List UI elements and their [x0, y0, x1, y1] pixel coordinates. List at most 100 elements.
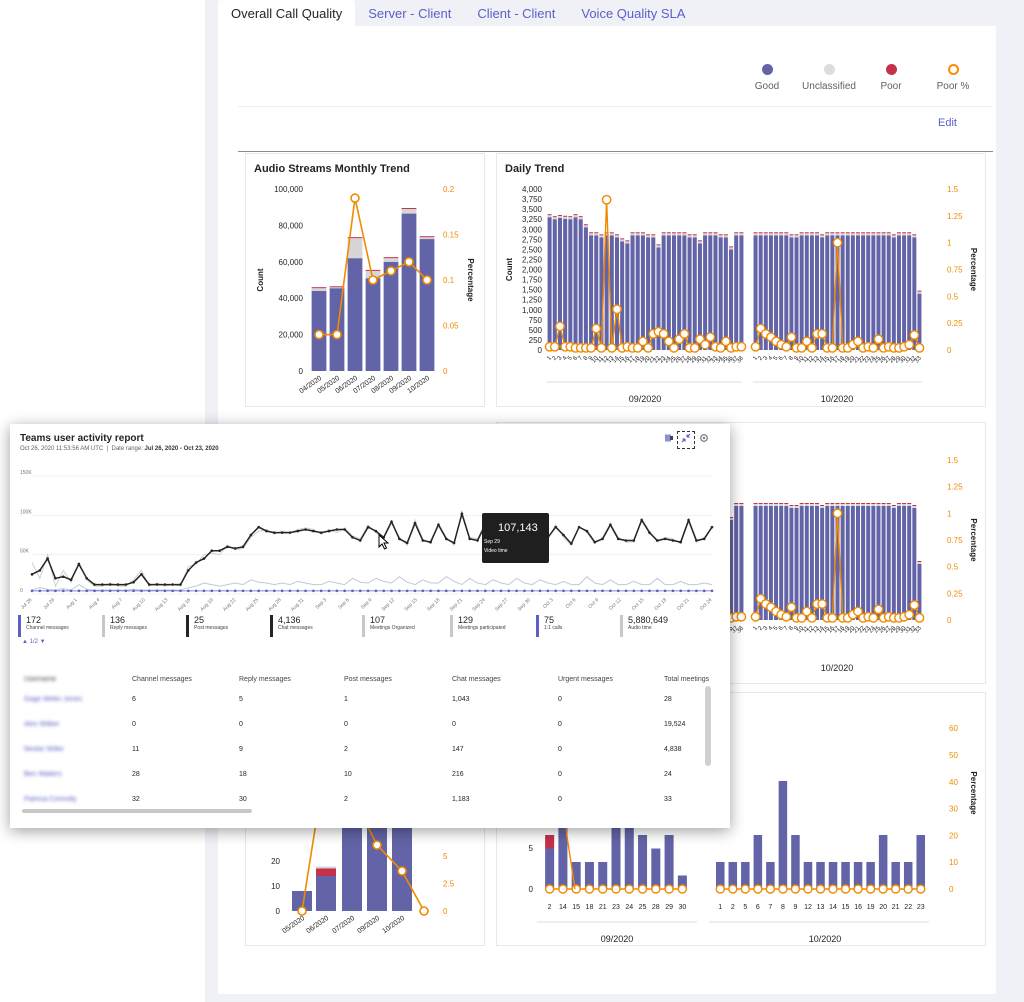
table-row[interactable]: Ben Walters 28 18 10 216 0 24: [24, 771, 714, 783]
metric-1-1-calls[interactable]: 75 1:1 calls: [536, 615, 614, 637]
bar-good: [734, 235, 739, 350]
x-tick-label: 16: [622, 355, 631, 364]
metric-label: Reply messages: [110, 625, 147, 631]
x-tick-label: 27: [883, 625, 892, 634]
bar-good: [891, 862, 900, 889]
table-cell: 11: [132, 746, 140, 753]
poor-pct-point: [914, 342, 925, 353]
table-row[interactable]: Patricia Connolly 32 30 2 1,183 0 33: [24, 796, 714, 808]
user-name-cell[interactable]: Alex Wilber: [24, 721, 60, 728]
tab-server-client[interactable]: Server - Client: [368, 6, 452, 21]
table-row[interactable]: Nestor Wilke 11 9 2 147 0 4,838: [24, 746, 714, 758]
user-name-cell[interactable]: Nestor Wilke: [24, 746, 64, 753]
metric-audio-time[interactable]: 5,880,649 Audio time: [620, 615, 710, 637]
collapse-icon[interactable]: [677, 431, 695, 449]
poor-pct-point: [643, 342, 653, 353]
bar-good: [902, 506, 907, 620]
legend-good[interactable]: Good: [736, 64, 798, 92]
bar-unclassified: [713, 233, 718, 236]
table-cell: 0: [452, 721, 456, 728]
x-tick-label: 9: [588, 355, 595, 362]
legend-pager[interactable]: ▲ 1/2 ▼: [22, 639, 46, 645]
metric-channel-messages[interactable]: 172 Channel messages: [18, 615, 96, 637]
x-tick-label: 09/2020: [356, 915, 381, 935]
metric-chat-messages[interactable]: 4,136 Chat messages: [270, 615, 356, 637]
settings-icon[interactable]: [697, 433, 711, 447]
metric-post-messages[interactable]: 25 Post messages: [186, 615, 264, 637]
legend-unclassified[interactable]: Unclassified: [798, 64, 860, 92]
bar-poor: [635, 232, 640, 234]
tab-overall-call-quality[interactable]: Overall Call Quality: [218, 0, 356, 26]
x-tick-label: Oct 21: [676, 597, 691, 612]
x-tick-label: 2: [552, 355, 559, 362]
bar-unclassified: [876, 504, 881, 506]
metric-reply-messages[interactable]: 136 Reply messages: [102, 615, 180, 637]
bar-unclassified: [311, 288, 327, 291]
x-tick-label: 1: [752, 625, 759, 632]
bar-poor: [758, 503, 763, 504]
bar-good: [871, 235, 876, 350]
legend-poor[interactable]: Poor: [860, 64, 922, 92]
y-tick-label: 1,000: [522, 306, 543, 315]
tab-client-client[interactable]: Client - Client: [477, 6, 556, 21]
bar-good: [753, 235, 758, 350]
column-header[interactable]: Reply messages: [239, 676, 291, 683]
bar-unclassified: [779, 233, 784, 236]
bar-poor: [886, 232, 891, 234]
user-name-cell[interactable]: Gage Mellin Jones: [24, 696, 82, 703]
edit-link[interactable]: Edit: [938, 117, 957, 129]
bar-unclassified: [609, 233, 614, 236]
bar-poor: [656, 244, 661, 246]
user-name-cell[interactable]: Ben Walters: [24, 771, 62, 778]
column-header[interactable]: Urgent messages: [558, 676, 613, 683]
poor-pct-point: [350, 193, 360, 203]
metric-meetings-participated[interactable]: 129 Meetings participated: [450, 615, 530, 637]
vertical-scrollbar[interactable]: [705, 686, 711, 766]
column-header[interactable]: Chat messages: [452, 676, 501, 683]
tab-voice-quality-sla[interactable]: Voice Quality SLA: [581, 6, 686, 21]
column-header[interactable]: Post messages: [344, 676, 392, 683]
x-tick-label: 06/2020: [305, 915, 330, 935]
poor-pct-line: [549, 199, 742, 350]
user-name-cell[interactable]: Patricia Connolly: [24, 796, 77, 803]
poor-pct-point: [801, 606, 812, 617]
x-tick-label: 19: [842, 355, 851, 364]
table-cell: 147: [452, 746, 464, 753]
y-tick-label: 750: [529, 316, 543, 325]
main-series-point: [710, 525, 714, 529]
bar-good: [861, 506, 866, 620]
column-header[interactable]: Total meetings: [664, 676, 710, 683]
poor-pct-point: [596, 342, 607, 353]
horizontal-scrollbar[interactable]: [22, 809, 252, 813]
y-tick-label: 1.5: [947, 185, 959, 194]
export-icon[interactable]: [662, 433, 676, 447]
poor-pct-point: [750, 341, 761, 352]
bar-good: [630, 235, 635, 350]
bar-unclassified: [912, 506, 917, 508]
x-tick-label: 22: [653, 355, 662, 364]
x-tick-label: 32: [705, 355, 714, 364]
bar-poor: [799, 503, 804, 504]
metric-meetings-organized[interactable]: 107 Meetings Organized: [362, 615, 444, 637]
poor-pct-point: [873, 334, 884, 345]
poor-pct-point: [677, 884, 688, 894]
bar-good: [850, 235, 855, 350]
bar-unclassified: [845, 504, 850, 506]
bar-good: [766, 862, 775, 889]
legend-poor-pct[interactable]: Poor %: [922, 64, 984, 92]
x-tick-label: 21: [853, 355, 862, 364]
bar-poor: [609, 232, 614, 234]
y2-axis-label: Percentage: [969, 518, 978, 562]
table-row[interactable]: Gage Mellin Jones 6 5 1 1,043 0 28: [24, 696, 714, 708]
bar-unclassified: [784, 504, 789, 506]
bar-good: [664, 835, 674, 889]
bar-unclassified: [316, 866, 336, 869]
table-row[interactable]: Alex Wilber 0 0 0 0 0 19,524: [24, 721, 714, 733]
column-header[interactable]: Channel messages: [132, 676, 192, 683]
bar-unclassified: [809, 233, 814, 236]
x-tick-label: 10: [796, 625, 805, 634]
bar-good: [758, 235, 763, 350]
y-tick-label: 2,750: [522, 235, 543, 244]
column-header[interactable]: Username: [24, 676, 57, 683]
bar-good: [804, 235, 809, 350]
